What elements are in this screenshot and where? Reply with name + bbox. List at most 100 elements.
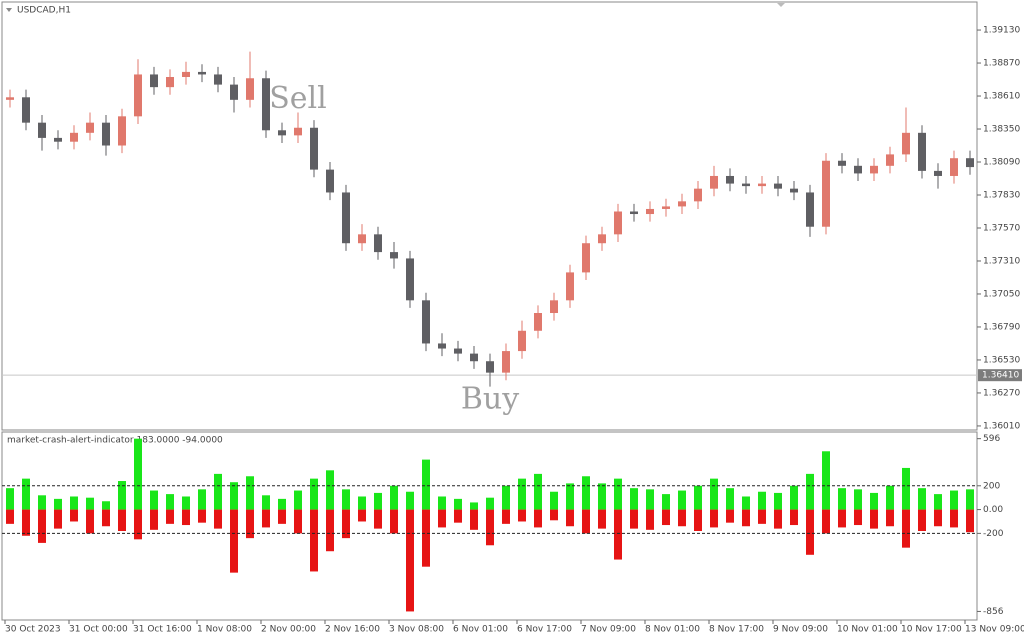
histogram-bar	[694, 509, 702, 531]
histogram-bar	[294, 509, 302, 534]
y-tick-label: 1.38610	[983, 92, 1020, 102]
histogram-bar	[310, 478, 318, 510]
y-tick-label: 1.37310	[983, 256, 1020, 266]
histogram-bar	[150, 509, 158, 530]
histogram-bar	[230, 482, 238, 510]
candle-body	[678, 201, 686, 207]
menu-triangle[interactable]	[6, 8, 12, 12]
candle-body	[342, 192, 350, 244]
y-tick-label: 1.38350	[983, 125, 1020, 135]
x-tick-label: 10 Nov 17:00	[901, 625, 962, 635]
candle-body	[806, 192, 814, 227]
x-tick-label: 30 Oct 2023	[5, 625, 61, 635]
histogram-bar	[358, 496, 366, 510]
histogram-bar	[454, 509, 462, 523]
candle-body	[870, 165, 878, 174]
histogram-bar	[6, 488, 14, 510]
candle-body	[134, 74, 142, 117]
histogram-bar	[838, 509, 846, 528]
y-tick-label: 1.36790	[983, 322, 1020, 332]
candle-body	[566, 272, 574, 301]
histogram-bar	[886, 509, 894, 527]
candle-body	[70, 132, 78, 142]
histogram-bar	[742, 509, 750, 527]
candle-body	[934, 170, 942, 176]
shift-marker	[777, 3, 785, 7]
candle-body	[390, 252, 398, 259]
histogram-bar	[870, 509, 878, 529]
x-tick-label: 10 Nov 01:00	[837, 625, 898, 635]
x-tick-label: 6 Nov 01:00	[453, 625, 508, 635]
histogram-bar	[118, 481, 126, 510]
histogram-bar	[230, 509, 238, 573]
candle-body	[86, 122, 94, 133]
histogram-bar	[182, 509, 190, 526]
histogram-bar	[790, 509, 798, 526]
candle-body	[694, 188, 702, 202]
histogram-bar	[854, 489, 862, 510]
x-tick-label: 8 Nov 17:00	[709, 625, 764, 635]
histogram-bar	[454, 498, 462, 510]
x-tick-label: 31 Oct 00:00	[69, 625, 128, 635]
candle-body	[758, 183, 766, 187]
candle-body	[422, 300, 430, 344]
candle-body	[406, 258, 414, 301]
y-tick-label: 596	[983, 434, 1000, 444]
histogram-bar	[118, 509, 126, 531]
histogram-bar	[166, 494, 174, 510]
histogram-bar	[502, 485, 510, 510]
histogram-bar	[422, 509, 430, 567]
candle-body	[102, 122, 110, 146]
candle-body	[54, 137, 62, 142]
histogram-bar	[598, 509, 606, 529]
histogram-bar	[166, 509, 174, 524]
x-tick-label: 1 Nov 08:00	[197, 625, 252, 635]
current-price-label: 1.36410	[982, 371, 1019, 381]
histogram-bar	[38, 509, 46, 543]
histogram-bar	[342, 509, 350, 539]
histogram-bar	[870, 492, 878, 510]
histogram-bar	[438, 496, 446, 510]
candle-body	[822, 160, 830, 227]
histogram-bar	[22, 509, 30, 536]
histogram-bar	[646, 489, 654, 510]
candle-body	[902, 132, 910, 155]
candle-body	[358, 234, 366, 244]
histogram-bar	[22, 478, 30, 510]
candle-body	[198, 71, 206, 75]
x-tick-label: 7 Nov 09:00	[581, 625, 636, 635]
histogram-bar	[710, 478, 718, 510]
candle-body	[726, 175, 734, 184]
histogram-bar	[662, 494, 670, 510]
histogram-bar	[534, 509, 542, 528]
histogram-bar	[518, 478, 526, 510]
candle-body	[598, 234, 606, 244]
y-tick-label: 1.37050	[983, 289, 1020, 299]
histogram-bar	[934, 494, 942, 510]
indicator-panel	[1, 431, 978, 621]
histogram-bar	[470, 509, 478, 530]
x-tick-label: 2 Nov 00:00	[261, 625, 316, 635]
candle-body	[662, 206, 670, 209]
candle-body	[6, 97, 14, 100]
histogram-bar	[806, 509, 814, 555]
histogram-bar	[662, 509, 670, 526]
histogram-bar	[678, 509, 686, 527]
histogram-bar	[918, 509, 926, 531]
histogram-bar	[742, 496, 750, 510]
chart-title: USDCAD,H1	[17, 6, 71, 16]
histogram-bar	[198, 489, 206, 510]
histogram-bar	[934, 509, 942, 527]
histogram-bar	[646, 509, 654, 530]
candle-body	[742, 183, 750, 187]
histogram-bar	[502, 509, 510, 524]
histogram-bar	[246, 509, 254, 539]
histogram-bar	[38, 495, 46, 510]
histogram-bar	[86, 509, 94, 534]
candle-body	[150, 74, 158, 88]
histogram-bar	[326, 470, 334, 510]
candle-body	[294, 127, 302, 136]
candle-body	[326, 169, 334, 193]
histogram-bar	[566, 509, 574, 527]
histogram-bar	[774, 509, 782, 529]
